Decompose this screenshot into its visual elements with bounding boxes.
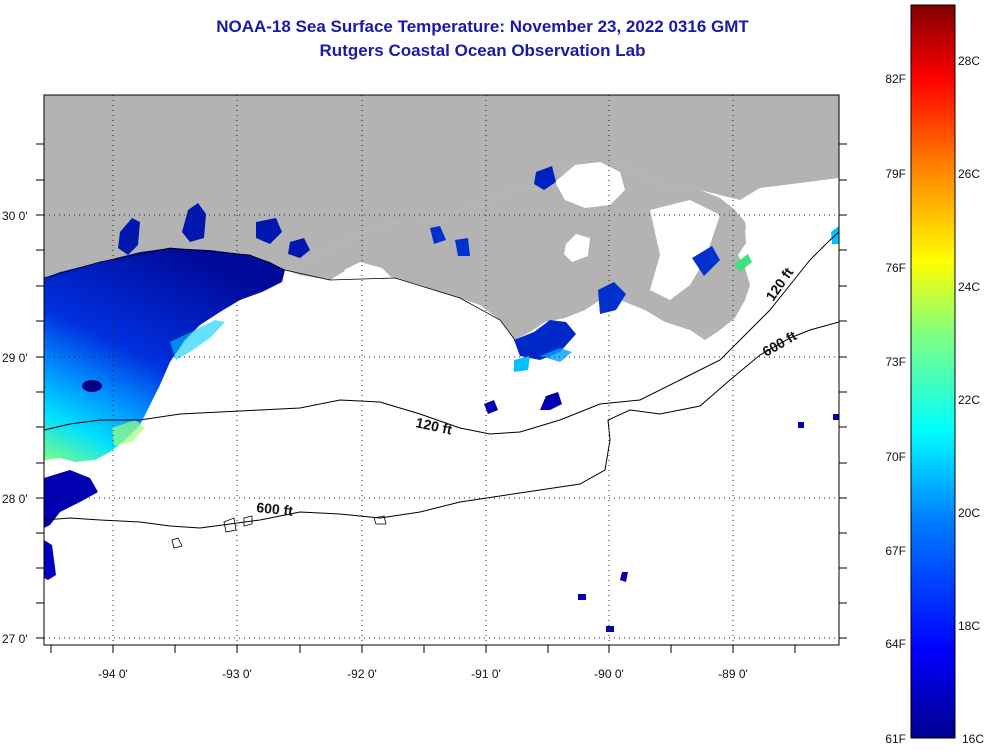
coastline <box>44 247 516 341</box>
contour-detail <box>171 537 183 549</box>
colorbar-c-label: 20C <box>958 506 980 520</box>
lake-blue <box>692 246 720 276</box>
sst-blob <box>540 392 562 410</box>
contour-600ft <box>44 321 839 529</box>
map-title: NOAA-18 Sea Surface Temperature: Novembe… <box>216 17 749 36</box>
colorbar-f-label: 76F <box>885 261 906 275</box>
contour-detail <box>223 517 237 533</box>
lat-label: 27 0' <box>2 632 28 646</box>
colorbar-f-label: 73F <box>885 355 906 369</box>
bay-white <box>344 262 396 292</box>
sst-patch <box>170 320 225 360</box>
lon-label: -94 0' <box>98 667 128 681</box>
lake-blue <box>534 166 556 190</box>
lake-blue <box>455 238 470 256</box>
colorbar-c-label: 16C <box>962 732 984 746</box>
lake-small <box>564 234 590 262</box>
sst-blob <box>620 572 628 582</box>
lon-label: -91 0' <box>471 667 501 681</box>
sst-coastal <box>514 356 530 372</box>
colorbar-f-label: 79F <box>885 167 906 181</box>
sst-blob <box>798 422 804 428</box>
lon-label: -90 0' <box>594 667 624 681</box>
lat-label: 30 0' <box>2 209 28 223</box>
colorbar-f-label: 64F <box>885 637 906 651</box>
sst-patch <box>44 470 98 528</box>
lat-label: 29 0' <box>2 351 28 365</box>
lon-label: -93 0' <box>222 667 252 681</box>
colorbar-c-label: 24C <box>958 280 980 294</box>
sst-patch <box>112 420 145 446</box>
ticks <box>36 143 847 653</box>
contour-label: 600 ft <box>256 499 294 519</box>
sst-patch <box>44 540 56 580</box>
colorbar-c-label: 26C <box>958 167 980 181</box>
map-subtitle: Rutgers Coastal Ocean Observation Lab <box>319 41 646 60</box>
colorbar-c-label: 22C <box>958 393 980 407</box>
sound-water <box>745 185 839 275</box>
map-border <box>43 94 840 646</box>
colorbar-f-label: 61F <box>885 732 906 746</box>
sst-blob <box>484 400 498 414</box>
delta-marsh <box>650 200 720 300</box>
lat-label: 28 0' <box>2 492 28 506</box>
sst-blob <box>578 594 586 600</box>
lake-blue <box>288 238 310 258</box>
lon-label: -92 0' <box>347 667 377 681</box>
lake-blue <box>430 226 446 244</box>
lake-blue <box>182 203 206 242</box>
graticule <box>44 95 839 645</box>
colorbar-f-label: 70F <box>885 450 906 464</box>
colorbar-f-label: 82F <box>885 72 906 86</box>
colorbar-c-label: 28C <box>958 54 980 68</box>
sst-coastal <box>734 254 752 272</box>
contour-120ft-west <box>44 231 839 435</box>
sst-patch <box>82 380 102 392</box>
sst-coastal <box>540 348 572 362</box>
contour-detail <box>243 515 253 527</box>
lake-blue <box>118 218 140 255</box>
sst-blob <box>833 414 839 420</box>
lake-blue <box>598 282 626 314</box>
colorbar-f-label: 67F <box>885 544 906 558</box>
land-mass <box>44 95 839 278</box>
louisiana-coast <box>285 160 750 340</box>
contour-detail <box>373 515 387 525</box>
colorbar <box>910 4 956 739</box>
lake-pontchartrain <box>555 162 625 208</box>
sst-blob <box>606 626 614 632</box>
lake-blue <box>256 218 282 244</box>
contour-label: 120 ft <box>414 414 453 437</box>
lon-label: -89 0' <box>718 667 748 681</box>
sst-data-west <box>44 248 285 462</box>
colorbar-c-label: 18C <box>958 619 980 633</box>
